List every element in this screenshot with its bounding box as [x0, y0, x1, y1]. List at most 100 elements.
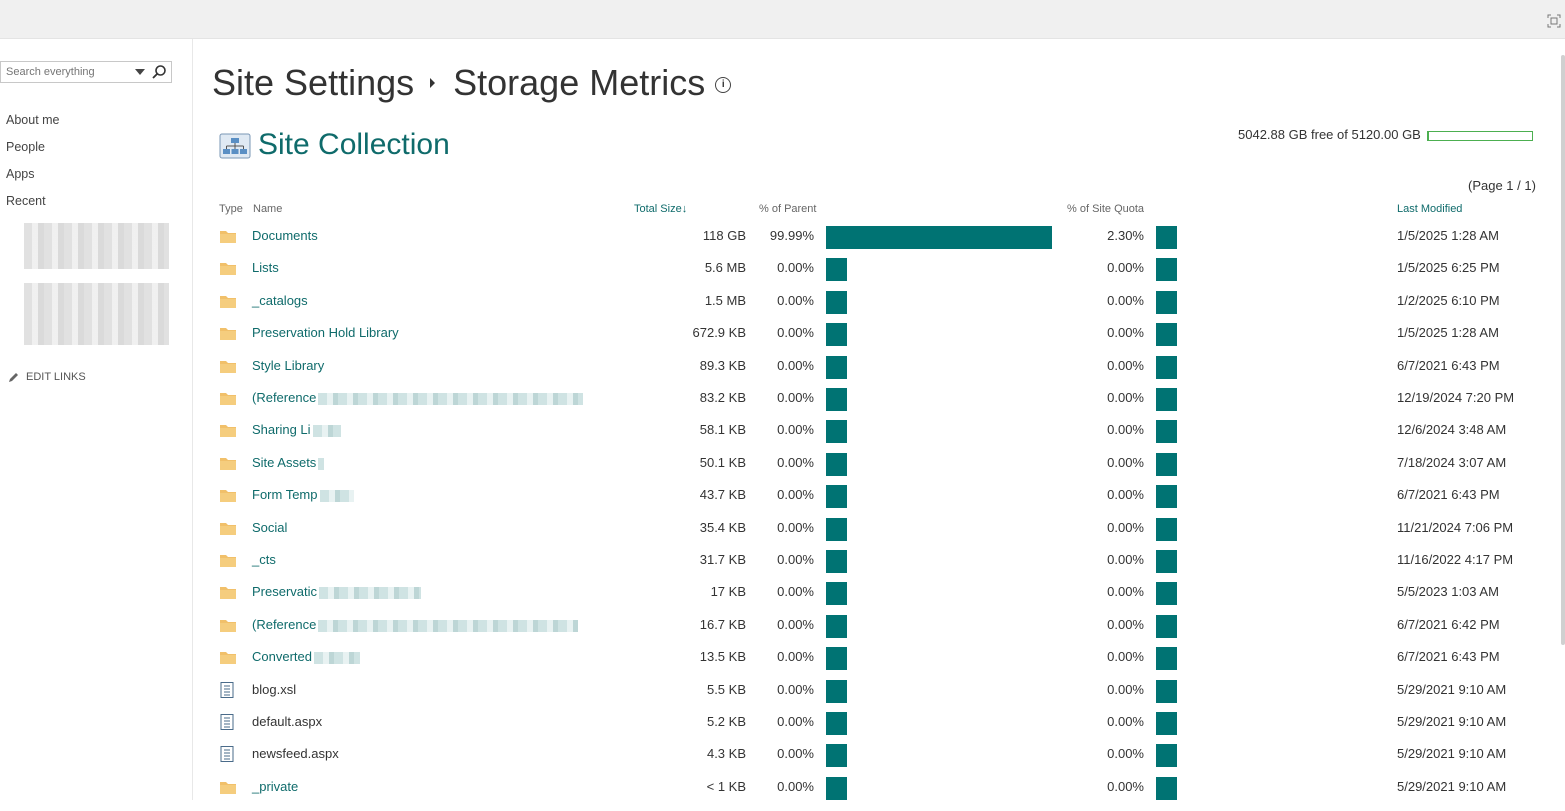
item-name-link[interactable]: (Reference	[252, 616, 317, 632]
item-pct-quota: 0.00%	[1107, 778, 1144, 794]
redacted-name-segment	[318, 619, 578, 632]
column-header-pct-parent: % of Parent	[759, 203, 817, 215]
search-icon[interactable]	[151, 64, 167, 80]
table-row[interactable]: blog.xsl 5.5 KB 0.00% 0.00% 5/29/2021 9:10 A…	[212, 679, 1552, 711]
table-row[interactable]: Style Library 89.3 KB 0.00% 0.00% 6/7/2021 6…	[212, 355, 1552, 387]
pagination-label: (Page 1 / 1)	[1468, 178, 1536, 193]
item-name-link[interactable]: Form Temp	[252, 487, 318, 503]
folder-icon	[220, 325, 236, 357]
item-total-size: 17 KB	[710, 584, 746, 600]
item-total-size: 89.3 KB	[699, 357, 746, 373]
item-name-link[interactable]: (Reference	[252, 390, 317, 405]
total-size-label[interactable]: Total Size	[634, 203, 682, 215]
item-name-link[interactable]: Style Library	[252, 357, 325, 373]
item-pct-parent: 0.00%	[777, 422, 814, 438]
item-pct-quota: 0.00%	[1107, 746, 1144, 762]
column-header-name: Name	[253, 203, 283, 215]
column-header-total-size[interactable]: Total Size↓	[634, 203, 687, 215]
table-row[interactable]: Site Assets 50.1 KB 0.00% 0.00% 7/18/2024 3:…	[212, 452, 1552, 484]
item-pct-quota: 0.00%	[1107, 357, 1144, 373]
item-pct-parent: 0.00%	[777, 552, 814, 567]
section-title: Site Collection	[218, 128, 450, 162]
item-total-size: 4.3 KB	[706, 746, 746, 762]
pct-quota-bar	[1156, 452, 1177, 476]
item-total-size: 16.7 KB	[699, 616, 746, 632]
search-box[interactable]	[0, 61, 172, 83]
pct-quota-bar	[1156, 550, 1177, 573]
item-name-link[interactable]: Preservatic	[252, 584, 318, 600]
table-row[interactable]: Preservation Hold Library 672.9 KB 0.00% 0.…	[212, 322, 1552, 354]
table-row[interactable]: Social 35.4 KB 0.00% 0.00% 11/21/2024 7:06 P…	[212, 517, 1552, 549]
item-pct-parent: 0.00%	[777, 616, 814, 632]
item-name-link[interactable]: blog.xsl	[252, 681, 297, 697]
pencil-icon	[9, 373, 18, 383]
nav-item-apps[interactable]: Apps	[6, 167, 35, 181]
item-name-link[interactable]: Site Assets	[252, 454, 317, 470]
item-name-link[interactable]: Converted	[252, 649, 312, 665]
folder-icon	[220, 649, 236, 681]
info-icon[interactable]: i	[715, 77, 732, 94]
table-row[interactable]: (Reference 83.2 KB 0.00% 0.00% 12/19/2024 7:…	[212, 387, 1552, 419]
table-row[interactable]: Preservatic 17 KB 0.00% 0.00% 5/5/2023 1:03 …	[212, 581, 1552, 613]
quota-bar-fill	[1427, 131, 1430, 140]
item-name-link[interactable]: _private	[252, 778, 299, 794]
search-scope-dropdown-icon[interactable]	[135, 69, 145, 75]
redacted-name-segment	[318, 457, 324, 470]
pct-quota-bar	[1156, 744, 1177, 768]
edit-links-button[interactable]: EDIT LINKS	[8, 371, 86, 383]
item-last-modified: 6/7/2021 6:43 PM	[1397, 357, 1500, 373]
item-pct-parent: 0.00%	[777, 292, 814, 308]
item-last-modified: 1/5/2025 1:28 AM	[1397, 228, 1499, 243]
table-row[interactable]: Documents 118 GB 99.99% 2.30% 1/5/2025 1:28 …	[212, 225, 1552, 257]
item-name-link[interactable]: _catalogs	[252, 292, 308, 308]
pct-parent-bar	[826, 582, 847, 606]
nav-item-recent[interactable]: Recent	[6, 194, 46, 208]
table-row[interactable]: _catalogs 1.5 MB 0.00% 0.00% 1/2/2025 6:10 P…	[212, 290, 1552, 322]
item-name-link[interactable]: _cts	[252, 552, 276, 567]
item-name-link[interactable]: Social	[252, 519, 288, 535]
item-pct-parent: 0.00%	[777, 746, 814, 762]
page-title: Site Settings Storage Metrics i	[212, 62, 732, 104]
item-total-size: 31.7 KB	[699, 552, 746, 567]
breadcrumb-site-settings[interactable]: Site Settings	[212, 62, 415, 103]
folder-icon	[220, 293, 236, 325]
pct-parent-bar	[826, 517, 847, 541]
redacted-name-segment	[320, 490, 354, 503]
table-row[interactable]: (Reference 16.7 KB 0.00% 0.00% 6/7/2021 6:42…	[212, 614, 1552, 646]
table-row[interactable]: _private < 1 KB 0.00% 0.00% 5/29/2021 9:10 A…	[212, 776, 1552, 808]
column-header-last-modified[interactable]: Last Modified	[1397, 203, 1463, 215]
focus-mode-icon[interactable]	[1547, 14, 1561, 28]
table-row[interactable]: _cts 31.7 KB 0.00% 0.00% 11/16/2022 4:17 PM	[212, 549, 1552, 581]
item-total-size: 43.7 KB	[699, 487, 746, 503]
pct-quota-bar	[1156, 290, 1177, 314]
table-row[interactable]: Lists 5.6 MB 0.00% 0.00% 1/5/2025 6:25 PM	[212, 257, 1552, 289]
item-name-link[interactable]: Preservation Hold Library	[252, 325, 399, 341]
nav-item-people[interactable]: People	[6, 140, 45, 154]
pct-quota-bar	[1156, 679, 1177, 703]
table-row[interactable]: Converted 13.5 KB 0.00% 0.00% 6/7/2021 6:43 …	[212, 646, 1552, 678]
pct-parent-bar	[826, 290, 847, 314]
item-name-link[interactable]: default.aspx	[252, 714, 323, 729]
table-row[interactable]: newsfeed.aspx 4.3 KB 0.00% 0.00% 5/29/2021 9…	[212, 743, 1552, 775]
item-total-size: 118 GB	[702, 228, 746, 243]
table-row[interactable]: Form Temp 43.7 KB 0.00% 0.00% 6/7/2021 6:43 …	[212, 484, 1552, 516]
page-scrollbar[interactable]	[1561, 55, 1565, 645]
folder-icon	[220, 584, 236, 616]
table-row[interactable]: Sharing Li 58.1 KB 0.00% 0.00% 12/6/2024 3:4…	[212, 419, 1552, 451]
item-last-modified: 6/7/2021 6:43 PM	[1397, 649, 1500, 665]
item-name-link[interactable]: Documents	[252, 228, 318, 243]
nav-item-about-me[interactable]: About me	[6, 113, 60, 127]
folder-icon	[220, 617, 236, 649]
item-pct-parent: 0.00%	[777, 454, 814, 470]
breadcrumb-separator-icon	[430, 78, 436, 89]
item-pct-quota: 0.00%	[1107, 681, 1144, 697]
item-name-link[interactable]: newsfeed.aspx	[252, 746, 339, 762]
item-name-link[interactable]: Lists	[252, 260, 279, 276]
item-name-link[interactable]: Sharing Li	[252, 422, 311, 438]
pct-parent-bar	[826, 679, 847, 703]
search-input[interactable]	[6, 63, 126, 81]
folder-icon	[220, 455, 236, 487]
table-row[interactable]: default.aspx 5.2 KB 0.00% 0.00% 5/29/2021 9:…	[212, 711, 1552, 743]
item-last-modified: 12/6/2024 3:48 AM	[1397, 422, 1507, 438]
left-sidebar: About me People Apps Recent EDIT LINKS	[0, 39, 193, 800]
